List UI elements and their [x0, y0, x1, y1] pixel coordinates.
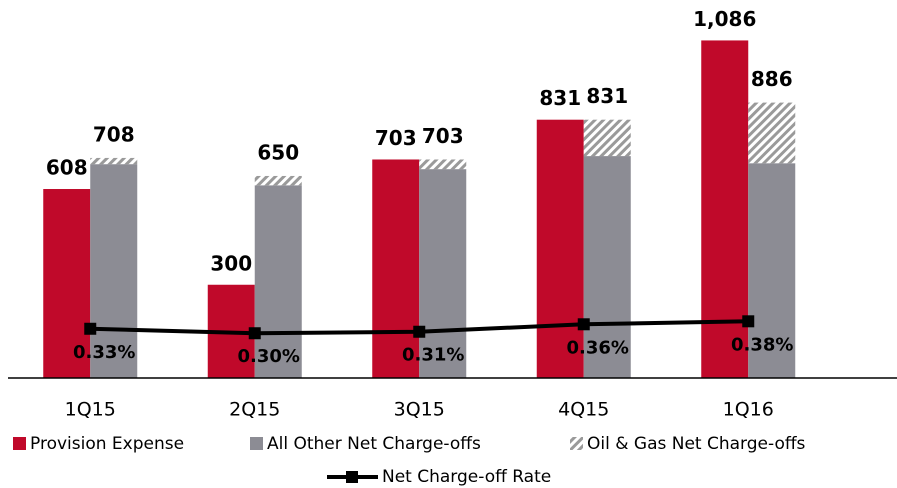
- data-label: 300: [210, 251, 252, 275]
- total-label: 831: [586, 84, 628, 108]
- bar: [254, 185, 302, 378]
- bar: [90, 164, 138, 378]
- bar: [43, 189, 91, 378]
- total-label: 650: [257, 140, 299, 164]
- legend-label: Oil & Gas Net Charge-offs: [587, 434, 806, 454]
- bar: [536, 119, 584, 378]
- rate-label: 0.36%: [567, 337, 629, 358]
- bar: [90, 157, 138, 165]
- data-label: 608: [46, 156, 88, 180]
- x-tick-label: 2Q15: [229, 399, 280, 421]
- data-label: 703: [375, 126, 417, 150]
- legend-label: All Other Net Charge-offs: [267, 434, 481, 454]
- total-label: 886: [751, 67, 793, 91]
- legend-swatch: [570, 437, 583, 450]
- bar: [583, 119, 631, 157]
- bar: [419, 169, 467, 378]
- total-label: 703: [422, 124, 464, 148]
- data-label: 831: [539, 86, 581, 110]
- bar: [372, 159, 420, 378]
- rate-label: 0.30%: [238, 346, 300, 367]
- legend-marker: [346, 471, 358, 483]
- rate-marker: [84, 322, 97, 335]
- x-tick-label: 4Q15: [558, 399, 609, 421]
- x-tick-label: 1Q16: [723, 399, 774, 421]
- rate-label: 0.38%: [731, 334, 793, 355]
- rate-marker: [742, 315, 755, 328]
- bar: [748, 102, 796, 164]
- bar: [748, 163, 796, 378]
- rate-label: 0.33%: [73, 342, 135, 363]
- rate-label: 0.31%: [402, 345, 464, 366]
- total-label: 708: [93, 122, 135, 146]
- data-label: 1,086: [693, 7, 756, 31]
- rate-marker: [248, 327, 261, 340]
- rate-marker: [413, 325, 426, 338]
- legend-swatch: [13, 437, 26, 450]
- bar: [583, 156, 631, 378]
- rate-marker: [577, 318, 590, 331]
- legend-swatch: [250, 437, 263, 450]
- x-tick-label: 1Q15: [65, 399, 116, 421]
- bar: [701, 40, 749, 379]
- x-tick-label: 3Q15: [394, 399, 445, 421]
- legend-label: Provision Expense: [30, 434, 184, 454]
- bar: [254, 175, 302, 186]
- bar: [419, 159, 467, 170]
- legend-label: Net Charge-off Rate: [382, 467, 551, 487]
